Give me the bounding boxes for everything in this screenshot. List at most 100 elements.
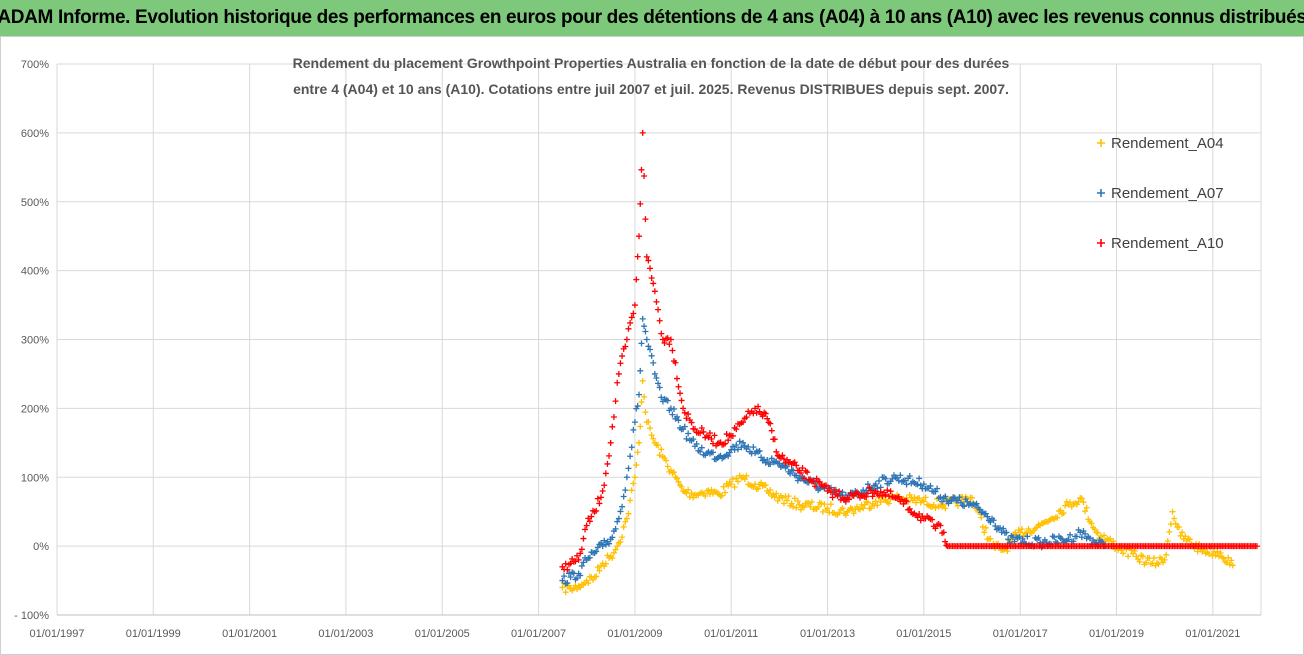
data-point xyxy=(636,439,643,446)
data-point xyxy=(630,426,637,433)
data-point xyxy=(577,550,584,557)
data-point xyxy=(619,503,626,510)
data-point xyxy=(942,538,949,545)
data-point xyxy=(656,452,663,459)
data-point xyxy=(906,472,913,479)
series-layer xyxy=(559,129,1260,596)
data-point xyxy=(1016,533,1023,540)
data-point xyxy=(917,482,924,489)
data-point xyxy=(614,518,621,525)
data-point xyxy=(580,535,587,542)
data-point xyxy=(620,493,627,500)
data-point xyxy=(755,485,762,492)
data-point xyxy=(722,440,729,447)
data-point xyxy=(973,500,980,507)
data-point xyxy=(1062,502,1069,509)
data-point xyxy=(586,518,593,525)
data-point xyxy=(902,477,909,484)
data-point xyxy=(634,253,641,260)
data-point xyxy=(1206,551,1213,558)
data-point xyxy=(779,494,786,501)
data-point xyxy=(619,353,626,360)
x-tick-label: 01/01/1997 xyxy=(29,628,84,640)
data-point xyxy=(992,523,999,530)
data-point xyxy=(574,575,581,582)
data-point xyxy=(642,328,649,335)
data-point xyxy=(758,454,765,461)
data-point xyxy=(897,472,904,479)
data-point xyxy=(780,455,787,462)
data-point xyxy=(823,482,830,489)
x-tick-label: 01/01/2019 xyxy=(1089,628,1144,640)
data-point xyxy=(651,288,658,295)
data-point xyxy=(609,534,616,541)
data-point xyxy=(733,441,740,448)
data-point xyxy=(984,513,991,520)
data-point xyxy=(1097,533,1104,540)
data-point xyxy=(1067,531,1074,538)
data-point xyxy=(1182,533,1189,540)
data-point xyxy=(651,370,658,377)
data-point xyxy=(1161,556,1168,563)
x-tick-label: 01/01/2007 xyxy=(511,628,566,640)
data-point xyxy=(719,492,726,499)
data-point xyxy=(879,493,886,500)
data-point xyxy=(981,529,988,536)
data-point xyxy=(641,323,648,330)
data-point xyxy=(762,482,769,489)
chart-title-line-2: entre 4 (A04) et 10 ans (A10). Cotations… xyxy=(293,81,1009,97)
data-point xyxy=(673,475,680,482)
data-point xyxy=(1186,536,1193,543)
data-point xyxy=(627,319,634,326)
data-point xyxy=(647,265,654,272)
data-point xyxy=(625,510,632,517)
data-point xyxy=(697,448,704,455)
data-point xyxy=(698,425,705,432)
data-point xyxy=(740,419,747,426)
data-point xyxy=(683,490,690,497)
data-point xyxy=(577,584,584,591)
data-point xyxy=(638,166,645,173)
data-point xyxy=(821,501,828,508)
data-point xyxy=(1005,536,1012,543)
data-point xyxy=(731,484,738,491)
data-point xyxy=(937,522,944,529)
data-point xyxy=(808,498,815,505)
data-point xyxy=(666,341,673,348)
data-point xyxy=(857,506,864,513)
data-point xyxy=(758,479,765,486)
data-point xyxy=(885,493,892,500)
data-point xyxy=(916,495,923,502)
data-point xyxy=(678,483,685,490)
data-point xyxy=(1201,546,1208,553)
data-point xyxy=(762,410,769,417)
data-point xyxy=(615,370,622,377)
x-tick-label: 01/01/2009 xyxy=(607,628,662,640)
data-point xyxy=(634,449,641,456)
legend-label: Rendement_A07 xyxy=(1111,185,1224,202)
data-point xyxy=(740,439,747,446)
data-point xyxy=(641,173,648,180)
scatter-chart: 700% 600% 500% 400% 300% 200% 100% 0% - 100% 01/0… xyxy=(14,55,1262,640)
data-point xyxy=(872,481,879,488)
data-point xyxy=(755,403,762,410)
data-point xyxy=(990,517,997,524)
data-point xyxy=(863,493,870,500)
data-point xyxy=(653,374,660,381)
data-point xyxy=(675,383,682,390)
data-point xyxy=(625,325,632,332)
data-point xyxy=(693,440,700,447)
data-point xyxy=(602,560,609,567)
data-point xyxy=(670,405,677,412)
data-point xyxy=(1158,556,1165,563)
data-point xyxy=(630,480,637,487)
x-tick-label: 01/01/2001 xyxy=(222,628,277,640)
data-point xyxy=(943,542,950,549)
data-point xyxy=(578,562,585,569)
axis-labels: 700% 600% 500% 400% 300% 200% 100% 0% - 100% 01/0… xyxy=(14,59,1240,640)
data-point xyxy=(604,460,611,467)
legend-marker xyxy=(1097,239,1105,247)
data-point xyxy=(580,559,587,566)
data-point xyxy=(954,497,961,504)
data-point xyxy=(1059,536,1066,543)
